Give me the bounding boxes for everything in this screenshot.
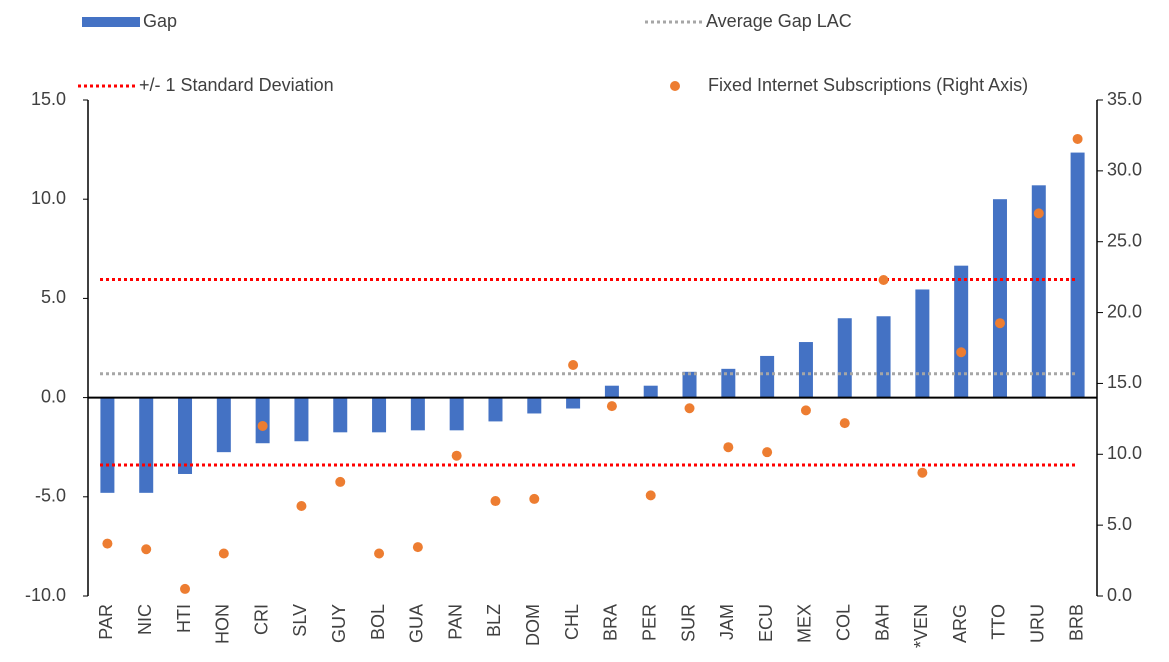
bar — [488, 397, 503, 422]
y2-tick-label: 20.0 — [1107, 301, 1142, 321]
bar — [876, 316, 891, 398]
y-tick-label: -5.0 — [35, 486, 66, 506]
bar — [837, 318, 852, 398]
y2-tick-label: 25.0 — [1107, 230, 1142, 250]
legend-swatch — [82, 17, 140, 27]
x-tick-label: GUY — [329, 604, 349, 643]
x-tick-label: CRI — [251, 604, 271, 635]
x-tick-label: SUR — [678, 604, 698, 642]
bar — [527, 397, 542, 414]
point — [723, 442, 734, 453]
point — [568, 360, 579, 371]
bar — [992, 199, 1007, 398]
point — [762, 447, 773, 458]
point — [800, 405, 811, 416]
legend-swatch — [670, 81, 680, 91]
bar — [255, 397, 270, 444]
point — [335, 476, 346, 487]
point — [1072, 133, 1083, 144]
point — [296, 501, 307, 512]
point — [218, 548, 229, 559]
legend-label: +/- 1 Standard Deviation — [139, 75, 334, 95]
point — [1033, 208, 1044, 219]
bar — [604, 385, 619, 398]
bar — [216, 397, 231, 453]
y2-tick-label: 30.0 — [1107, 160, 1142, 180]
bar — [449, 397, 464, 431]
bar — [410, 397, 425, 431]
point — [917, 467, 928, 478]
x-tick-label: MEX — [795, 604, 815, 643]
point — [606, 401, 617, 412]
x-tick-label: CHL — [562, 604, 582, 640]
y2-tick-label: 0.0 — [1107, 585, 1132, 605]
bar — [1070, 152, 1085, 398]
y-tick-label: 15.0 — [31, 89, 66, 109]
x-tick-label: ECU — [756, 604, 776, 642]
point — [451, 450, 462, 461]
point — [180, 583, 191, 594]
bar — [760, 355, 775, 398]
x-tick-label: PAN — [445, 604, 465, 640]
point — [878, 274, 889, 285]
bar — [643, 385, 658, 398]
bar — [1031, 185, 1046, 398]
x-tick-label: TTO — [989, 604, 1009, 640]
bar — [566, 397, 581, 409]
x-tick-label: BRA — [601, 604, 621, 641]
point — [529, 493, 540, 504]
x-tick-label: BOL — [368, 604, 388, 640]
x-tick-label: URU — [1028, 604, 1048, 643]
bar — [372, 397, 387, 433]
point — [102, 538, 113, 549]
x-tick-label: PAR — [96, 604, 116, 640]
y-tick-label: -10.0 — [25, 585, 66, 605]
x-tick-label: *VEN — [911, 604, 931, 648]
legend-label: Average Gap LAC — [706, 11, 852, 31]
x-tick-label: HTI — [174, 604, 194, 633]
x-tick-label: NIC — [135, 604, 155, 635]
x-tick-label: PER — [639, 604, 659, 641]
bar — [178, 397, 193, 474]
x-tick-label: GUA — [407, 604, 427, 643]
point — [257, 420, 268, 431]
x-tick-label: HON — [213, 604, 233, 644]
y2-tick-label: 10.0 — [1107, 443, 1142, 463]
point — [374, 548, 385, 559]
point — [412, 542, 423, 553]
point — [684, 403, 695, 414]
point — [645, 490, 656, 501]
legend-label: Gap — [143, 11, 177, 31]
y2-tick-label: 15.0 — [1107, 372, 1142, 392]
x-tick-label: DOM — [523, 604, 543, 646]
bar — [954, 265, 969, 398]
point — [839, 418, 850, 429]
point — [956, 347, 967, 358]
x-tick-label: ARG — [950, 604, 970, 643]
x-tick-label: BAH — [872, 604, 892, 641]
x-tick-label: JAM — [717, 604, 737, 640]
bar — [294, 397, 309, 442]
point — [490, 496, 501, 507]
bar — [798, 342, 813, 398]
bar — [333, 397, 348, 433]
bar — [682, 371, 697, 398]
y2-tick-label: 5.0 — [1107, 514, 1132, 534]
legend-label: Fixed Internet Subscriptions (Right Axis… — [708, 75, 1028, 95]
bar — [721, 368, 736, 398]
bar — [139, 397, 154, 493]
point — [141, 544, 152, 555]
bar — [100, 397, 115, 493]
y2-tick-label: 35.0 — [1107, 89, 1142, 109]
y-tick-label: 0.0 — [41, 386, 66, 406]
y-tick-label: 5.0 — [41, 287, 66, 307]
x-tick-label: SLV — [290, 604, 310, 637]
point — [994, 318, 1005, 329]
y-tick-label: 10.0 — [31, 188, 66, 208]
x-tick-label: BRB — [1066, 604, 1086, 641]
x-tick-label: BLZ — [484, 604, 504, 637]
bar — [915, 289, 930, 398]
x-tick-label: COL — [834, 604, 854, 641]
